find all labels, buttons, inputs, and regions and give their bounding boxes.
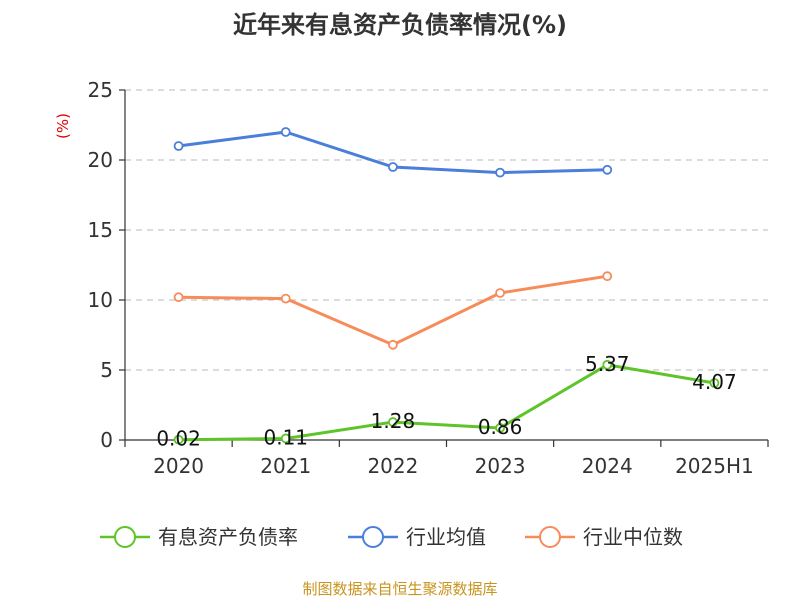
legend-item[interactable]: 有息资产负债率: [100, 525, 298, 549]
series-point: [388, 417, 398, 427]
y-axis-unit-label: (%): [54, 113, 72, 139]
series-point: [280, 127, 291, 137]
y-tick-label: 5: [100, 358, 113, 382]
legend-item[interactable]: 行业中位数: [525, 525, 683, 549]
y-tick-label: 15: [88, 218, 113, 242]
legend-marker: [362, 526, 384, 548]
x-tick-label: 2020: [153, 454, 204, 478]
y-tick-label: 25: [88, 78, 113, 102]
series-point: [173, 292, 184, 303]
grid-lines: [125, 89, 768, 371]
series-point: [602, 164, 613, 175]
legend[interactable]: 有息资产负债率 行业均值 行业中位数: [100, 525, 683, 549]
x-tick-label: 2022: [367, 454, 418, 478]
data-label: 4.07: [692, 370, 737, 394]
series-point: [495, 423, 505, 433]
series-point: [495, 167, 505, 178]
legend-marker: [114, 526, 136, 548]
legend-label: 有息资产负债率: [158, 525, 298, 549]
x-tick-label: 2025H1: [675, 454, 754, 478]
data-label: 0.86: [478, 415, 523, 439]
series-lines: [173, 127, 720, 445]
data-label: 1.28: [371, 409, 416, 433]
legend-marker: [539, 526, 561, 548]
x-tick-label: 2021: [260, 454, 311, 478]
axes: 0 5 10 15 20 25 2020 2021 2022 2023 2024 2025H1: [88, 78, 769, 478]
series-point: [280, 433, 291, 444]
series-line: [178, 363, 715, 442]
series-point: [709, 378, 720, 388]
series-point: [602, 271, 613, 282]
chart-title: 近年来有息资产负债率情况(%): [233, 11, 567, 39]
series-point: [602, 359, 613, 370]
legend-label: 行业中位数: [583, 525, 683, 549]
x-tick-label: 2024: [582, 454, 633, 478]
legend-label: 行业均值: [406, 525, 486, 549]
series-point: [173, 434, 184, 445]
data-label: 0.02: [156, 427, 201, 451]
y-tick-label: 0: [100, 428, 113, 452]
series-line: [178, 274, 608, 347]
y-tick-label: 20: [88, 148, 113, 172]
series-point: [388, 339, 398, 350]
series-point: [173, 141, 184, 151]
data-source-note: 制图数据来自恒生聚源数据库: [302, 580, 497, 598]
series-point: [495, 288, 505, 298]
x-tick-label: 2023: [475, 454, 526, 478]
legend-item[interactable]: 行业均值: [348, 525, 486, 549]
data-labels: 0.02 0.11 1.28 0.86 5.37 4.07: [156, 352, 736, 451]
series-point: [280, 293, 291, 304]
series-point: [388, 162, 398, 172]
data-label: 5.37: [585, 352, 630, 376]
y-tick-label: 10: [88, 288, 113, 312]
data-label: 0.11: [263, 425, 308, 449]
